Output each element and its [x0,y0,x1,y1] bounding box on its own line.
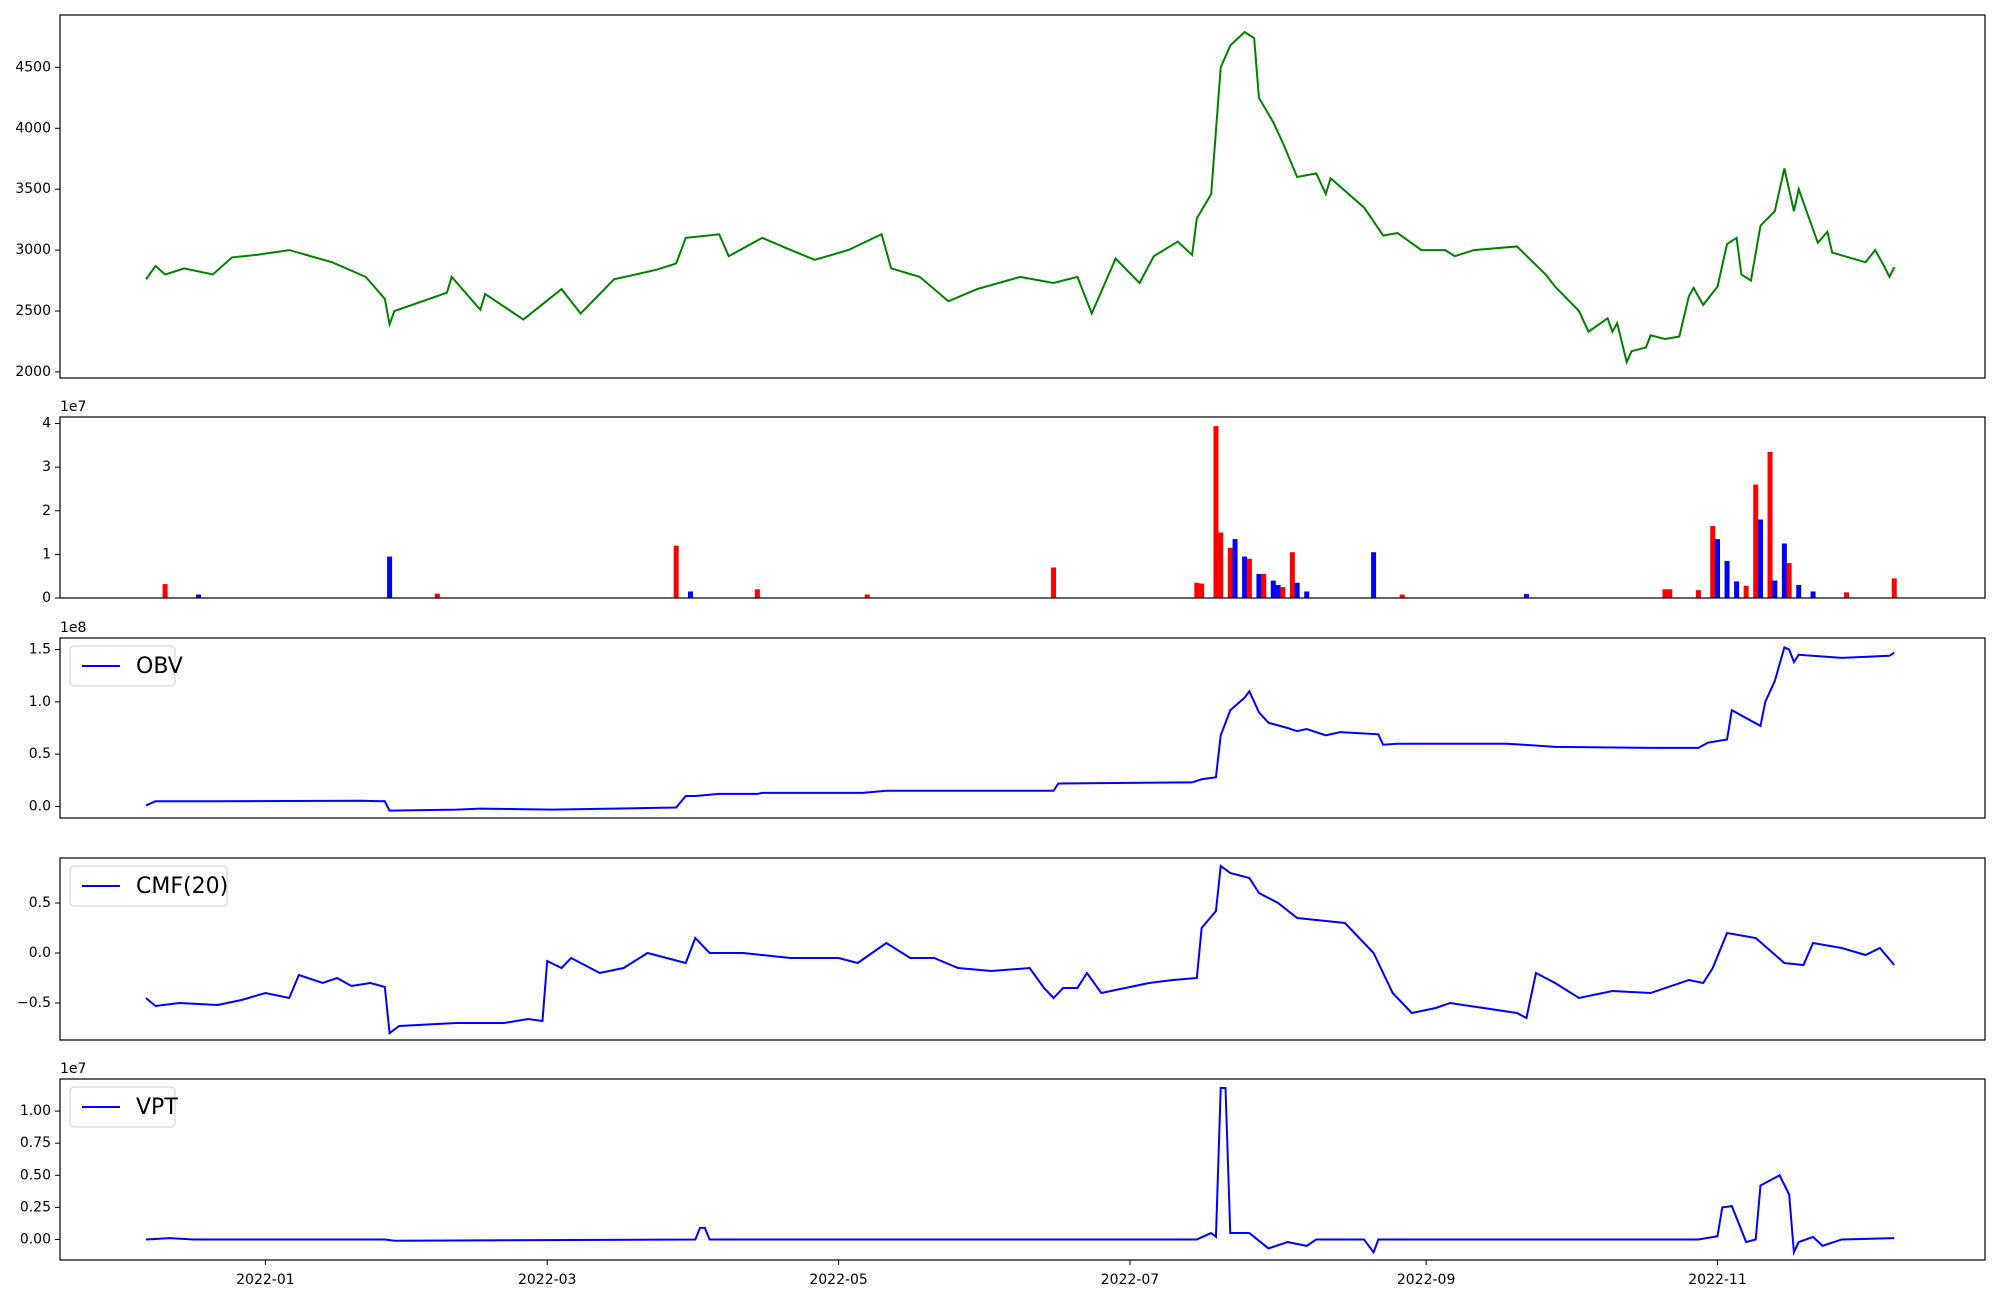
y-tick-label: 0.50 [20,1167,51,1183]
axes-frame [59,637,1986,819]
bar [673,545,679,598]
legend-label: OBV [136,654,183,679]
y-tick-label: 4500 [15,59,51,75]
bar [1786,563,1792,598]
legend-box [69,645,176,687]
bar [1796,584,1802,598]
axis-offset: 1e7 [60,1061,86,1077]
subplot: 0.00 0.25 0.50 0.75 1.00 1e7 2022-01 2022-03 202… [20,1061,1986,1288]
axes-frame [59,857,1986,1041]
bar [1753,484,1759,598]
bar [1270,580,1276,598]
x-tick-label: 2022-01 [236,1272,295,1288]
bar [196,594,202,598]
bar [1734,581,1740,598]
bar [434,593,440,598]
bar [1242,556,1248,598]
bar [1810,591,1816,598]
y-tick-label: 0.25 [20,1199,51,1215]
subplot: 0.0 0.5 1.0 1.5 1e8 OBV [29,620,1986,819]
y-tick-label: 0.00 [20,1231,51,1247]
legend-label: CMF(20) [136,874,228,899]
bar [1767,451,1773,598]
legend-box [69,1086,176,1128]
subplot: −0.5 0.0 0.5 CMF(20) [17,857,1986,1041]
bar [1256,574,1262,598]
y-tick-label: 3 [42,459,51,475]
y-tick-label: 1 [42,546,51,562]
subplot: 2000 2500 3000 3500 4000 4500 [15,14,1986,380]
bar [162,584,168,598]
bar [864,594,870,598]
bar [754,589,760,598]
bar [1227,547,1233,598]
x-tick-label: 2022-11 [1688,1272,1747,1288]
bar [1843,592,1849,598]
bar [1724,560,1730,598]
bar [1289,552,1295,598]
x-tick-label: 2022-05 [809,1272,868,1288]
axes-frame [59,1078,1986,1261]
y-tick-label: 2500 [15,303,51,319]
y-tick-label: 4 [42,416,51,432]
y-tick-label: 4000 [15,120,51,136]
y-tick-label: −0.5 [17,995,51,1011]
bar [1667,589,1673,598]
line [145,30,1896,366]
bar [1304,591,1310,598]
y-tick-label: 0.0 [29,798,51,814]
y-tick-label: 0.5 [29,746,51,762]
bar [1757,519,1763,598]
axes-frame [59,416,1986,599]
bar [1199,583,1205,598]
y-tick-label: 3500 [15,181,51,197]
line [145,646,1895,812]
bar [1662,589,1668,598]
y-tick-label: 0.5 [29,895,51,911]
x-tick-label: 2022-07 [1101,1272,1160,1288]
bar [1371,552,1377,598]
bar [1246,558,1252,598]
bar [1261,574,1267,598]
axis-offset: 1e8 [60,620,86,636]
bar [387,556,393,598]
bar [1715,539,1721,598]
bar [1710,526,1716,598]
bar [1051,567,1057,598]
x-tick-label: 2022-09 [1397,1272,1456,1288]
bar [1399,594,1405,598]
x-tick-label: 2022-03 [518,1272,577,1288]
bar [1743,585,1749,598]
y-tick-label: 3000 [15,242,51,258]
bar [1275,584,1281,598]
y-tick-label: 0.0 [29,945,51,961]
bar [688,591,694,598]
y-tick-label: 2 [42,503,51,519]
y-tick-label: 2000 [15,364,51,380]
bar [1772,580,1778,598]
subplot: 0 1 2 3 4 1e7 [42,399,1986,606]
y-tick-label: 1.00 [20,1103,51,1119]
bar [1218,532,1224,598]
bar [1891,578,1897,598]
y-tick-label: 1.5 [29,642,51,658]
bar [1294,582,1300,598]
bar [1194,582,1200,598]
bar [1695,590,1701,598]
bar [1781,543,1787,598]
y-tick-label: 0 [42,590,51,606]
line [145,864,1896,1035]
axis-offset: 1e7 [60,399,86,415]
legend-box [69,865,228,907]
y-tick-label: 1.0 [29,694,51,710]
bar [1523,594,1529,598]
axes-frame [59,14,1986,379]
bar [1232,539,1238,598]
legend-label: VPT [136,1095,178,1120]
line [145,1086,1895,1257]
y-tick-label: 0.75 [20,1135,51,1151]
bar [1213,426,1219,598]
bar [1280,587,1286,598]
